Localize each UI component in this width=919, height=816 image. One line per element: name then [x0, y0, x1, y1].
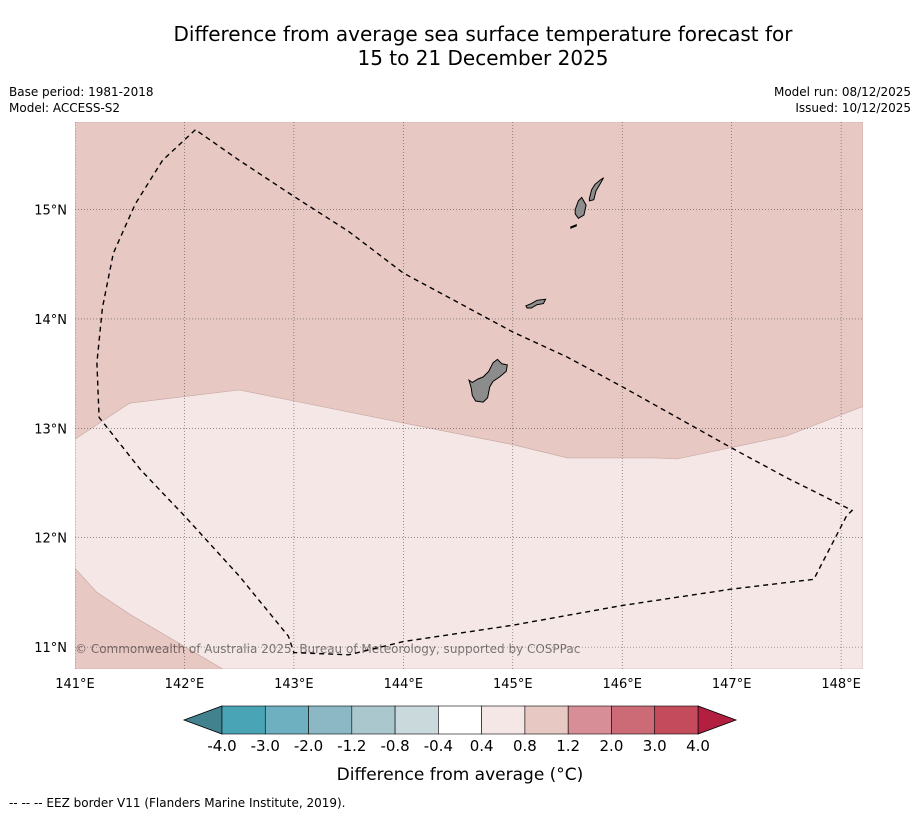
eez-border-line — [96, 129, 854, 656]
colorbar-tick-label: -2.0 — [294, 737, 323, 755]
lat-tick-label: 15°N — [34, 204, 67, 219]
colorbar-bin — [654, 705, 699, 735]
lat-tick-label: 11°N — [34, 641, 67, 656]
latitude-labels: 11°N 12°N 13°N 14°N 15°N — [34, 204, 67, 657]
colorbar-tick-label: 1.2 — [556, 737, 580, 755]
colorbar-tick-label: 3.0 — [643, 737, 667, 755]
colorbar-low-extend — [182, 705, 223, 735]
colorbar-bin — [351, 705, 396, 735]
anomaly-regions — [75, 122, 863, 669]
land-masses — [468, 177, 605, 403]
run-info: Model run: 08/12/2025 Issued: 10/12/2025 — [774, 84, 911, 116]
lat-tick-label: 14°N — [34, 313, 67, 328]
eez-border — [96, 129, 854, 656]
lon-tick-label: 144°E — [384, 677, 424, 692]
colorbar-bin — [394, 705, 439, 735]
longitude-labels: 141°E 142°E 143°E 144°E 145°E 146°E 147°E 148°E — [55, 677, 861, 692]
colorbar-tick-label: -3.0 — [251, 737, 280, 755]
title-line-2: 15 to 21 December 2025 — [357, 46, 609, 70]
lat-tick-label: 12°N — [34, 532, 67, 547]
lon-tick-label: 142°E — [165, 677, 205, 692]
lat-tick-label: 13°N — [34, 422, 67, 437]
lon-tick-label: 147°E — [712, 677, 752, 692]
colorbar-bin — [438, 705, 482, 735]
rota-island — [525, 298, 547, 309]
colorbar-tick-label: -4.0 — [207, 737, 236, 755]
colorbar-tick-label: -0.4 — [424, 737, 453, 755]
colorbar-bin — [221, 705, 266, 735]
title-line-1: Difference from average sea surface temp… — [173, 22, 793, 46]
colorbar-tick-label: 2.0 — [600, 737, 624, 755]
lon-tick-label: 146°E — [602, 677, 642, 692]
model-run-date: Model run: 08/12/2025 — [773, 85, 911, 99]
lon-tick-label: 148°E — [821, 677, 861, 692]
copyright-notice: © Commonwealth of Australia 2025, Bureau… — [75, 642, 580, 656]
colorbar-tick-label: 0.4 — [470, 737, 494, 755]
base-period: Base period: 1981-2018 — [9, 85, 154, 99]
tinian-island — [574, 196, 587, 219]
colorbar-tick-label: -1.2 — [337, 737, 366, 755]
colorbar-bin — [524, 705, 569, 735]
colorbar-high-extend — [697, 705, 738, 735]
anomaly-0.8-to-1.2-corner-region — [75, 567, 224, 669]
colorbar-tick-label: 0.8 — [513, 737, 537, 755]
aguijan-island — [570, 224, 577, 229]
colorbar: -4.0 -3.0 -2.0 -1.2 -0.8 -0.4 0.4 0.8 1.2 2.0 3.0 4… — [182, 705, 738, 755]
colorbar-tick-label: -0.8 — [380, 737, 409, 755]
colorbar-bin — [567, 705, 612, 735]
lon-tick-label: 141°E — [55, 677, 95, 692]
eez-source-note: -- -- -- EEZ border V11 (Flanders Marine… — [9, 796, 346, 810]
lon-tick-label: 143°E — [274, 677, 314, 692]
colorbar-label: Difference from average (°C) — [337, 765, 584, 785]
colorbar-bin — [308, 705, 353, 735]
colorbar-tick-label: 4.0 — [686, 737, 710, 755]
colorbar-bin — [264, 705, 309, 735]
model-info: Base period: 1981-2018 Model: ACCESS-S2 — [9, 84, 154, 116]
saipan-island — [588, 177, 605, 202]
model-name: Model: ACCESS-S2 — [9, 101, 121, 115]
graticule — [75, 122, 863, 669]
lon-tick-label: 145°E — [493, 677, 533, 692]
colorbar-bin — [481, 705, 526, 735]
chart-title: Difference from average sea surface temp… — [0, 22, 919, 70]
colorbar-bin — [611, 705, 656, 735]
guam-island — [468, 358, 508, 403]
issued-date: Issued: 10/12/2025 — [795, 101, 911, 115]
